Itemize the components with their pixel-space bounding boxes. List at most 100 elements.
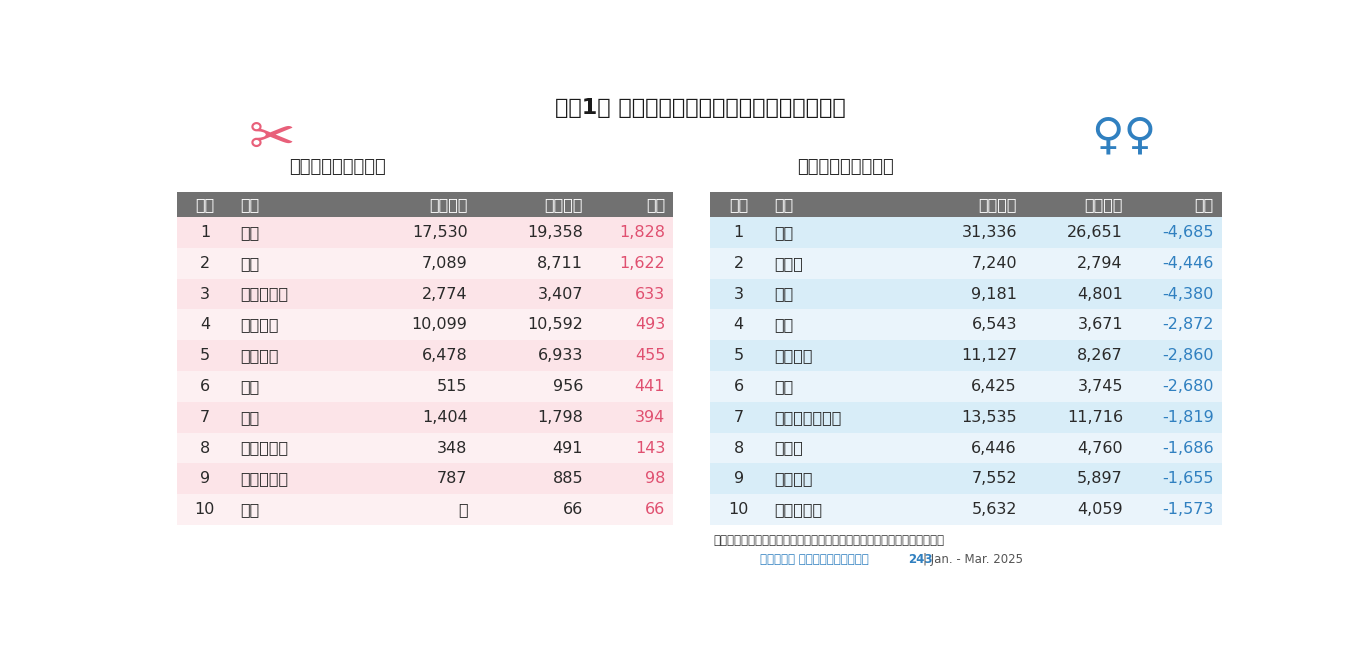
Bar (232, 340, 359, 371)
Text: 増減: 増減 (646, 198, 665, 213)
Bar (232, 402, 359, 433)
Text: 美容: 美容 (240, 225, 260, 240)
Bar (1024, 494, 1131, 525)
Text: 令和５年: 令和５年 (545, 198, 583, 213)
Bar (591, 433, 673, 464)
Text: 441: 441 (635, 379, 665, 394)
Text: 394: 394 (635, 410, 665, 425)
Text: 診療放射線: 診療放射線 (240, 472, 288, 487)
Bar (359, 494, 475, 525)
Bar (911, 464, 1024, 494)
Text: 5,632: 5,632 (971, 502, 1016, 517)
Bar (178, 192, 232, 217)
Bar (1131, 464, 1221, 494)
Text: 11,716: 11,716 (1067, 410, 1123, 425)
Bar (178, 371, 232, 402)
Text: 入学者減トップ１０: 入学者減トップ１０ (796, 158, 893, 176)
Bar (178, 248, 232, 279)
Bar (1024, 402, 1131, 433)
Text: 956: 956 (553, 379, 583, 394)
Bar (911, 217, 1024, 248)
Bar (766, 192, 911, 217)
Bar (475, 279, 591, 309)
Bar (475, 371, 591, 402)
Text: 7,240: 7,240 (971, 256, 1016, 271)
Text: 3: 3 (199, 286, 210, 301)
Text: 令和５年: 令和５年 (1085, 198, 1123, 213)
Bar (911, 192, 1024, 217)
Text: -4,380: -4,380 (1162, 286, 1214, 301)
Bar (475, 433, 591, 464)
Text: 法律行政: 法律行政 (775, 348, 813, 363)
Bar (178, 340, 232, 371)
Bar (178, 309, 232, 340)
Bar (766, 433, 911, 464)
Bar (475, 464, 591, 494)
Bar (1131, 371, 1221, 402)
Bar (1024, 433, 1131, 464)
Bar (178, 433, 232, 464)
Bar (1131, 340, 1221, 371)
Text: －: － (458, 502, 467, 517)
Bar (1024, 340, 1131, 371)
Text: 6,425: 6,425 (971, 379, 1016, 394)
Bar (1131, 402, 1221, 433)
Text: 19,358: 19,358 (527, 225, 583, 240)
Bar (710, 217, 766, 248)
Text: 493: 493 (635, 317, 665, 332)
Bar (1131, 494, 1221, 525)
Text: 5: 5 (199, 348, 210, 363)
Text: 2,774: 2,774 (422, 286, 467, 301)
Text: 66: 66 (645, 502, 665, 517)
Text: 633: 633 (635, 286, 665, 301)
Text: 11,127: 11,127 (960, 348, 1016, 363)
Bar (232, 217, 359, 248)
Text: 6,478: 6,478 (422, 348, 467, 363)
Text: 5: 5 (734, 348, 743, 363)
Text: 6,933: 6,933 (538, 348, 583, 363)
Text: 1,828: 1,828 (619, 225, 665, 240)
Bar (1024, 279, 1131, 309)
Text: 10,592: 10,592 (527, 317, 583, 332)
Text: 7: 7 (199, 410, 210, 425)
Text: 4: 4 (199, 317, 210, 332)
Text: 2: 2 (199, 256, 210, 271)
Bar (766, 402, 911, 433)
Text: 5,897: 5,897 (1078, 472, 1123, 487)
Text: 美術: 美術 (240, 410, 260, 425)
Bar (359, 309, 475, 340)
Bar (475, 340, 591, 371)
Text: 7,552: 7,552 (971, 472, 1016, 487)
Text: -1,655: -1,655 (1162, 472, 1214, 487)
Bar (359, 192, 475, 217)
Bar (591, 309, 673, 340)
Text: 外国語: 外国語 (775, 256, 803, 271)
Bar (710, 371, 766, 402)
Text: 787: 787 (437, 472, 467, 487)
Bar (911, 402, 1024, 433)
Text: 動物: 動物 (240, 256, 260, 271)
Bar (1131, 309, 1221, 340)
Text: デザイン: デザイン (240, 317, 279, 332)
Text: 分野: 分野 (240, 198, 260, 213)
Text: 旅行: 旅行 (775, 286, 794, 301)
Text: 3,671: 3,671 (1078, 317, 1123, 332)
Text: 文化教養その他: 文化教養その他 (775, 410, 841, 425)
Text: 455: 455 (635, 348, 665, 363)
Text: 出典：令和元年度学校基本調査、令和５年度学校基本調査（文部科学省）: 出典：令和元年度学校基本調査、令和５年度学校基本調査（文部科学省） (713, 534, 944, 547)
Bar (591, 340, 673, 371)
Bar (766, 279, 911, 309)
Bar (1131, 248, 1221, 279)
Text: 令和元年: 令和元年 (429, 198, 467, 213)
Text: 66: 66 (563, 502, 583, 517)
Text: 1: 1 (199, 225, 210, 240)
Text: 分野: 分野 (775, 198, 794, 213)
Bar (232, 248, 359, 279)
Bar (1024, 309, 1131, 340)
Text: -1,573: -1,573 (1162, 502, 1214, 517)
Bar (1024, 371, 1131, 402)
Bar (591, 192, 673, 217)
Text: 17,530: 17,530 (411, 225, 467, 240)
Bar (911, 371, 1024, 402)
Bar (766, 371, 911, 402)
